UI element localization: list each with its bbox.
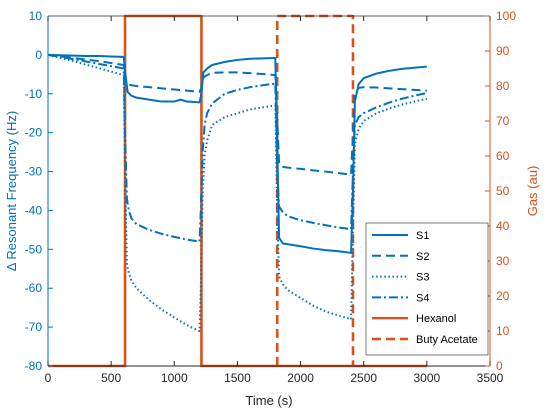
y-left-tick-label: -50: [25, 242, 43, 256]
y-right-tick-label: 70: [496, 114, 510, 128]
tick-labels-layer: 0 500 1000 1500 2000 2500 3000 3500100-10-20-30…: [25, 9, 517, 385]
x-tick-label: 500: [101, 371, 121, 385]
x-tick-label: 2500: [350, 371, 377, 385]
legend: S1 S2 S3 S4 Hexanol Buty Acetate: [365, 222, 489, 356]
y-left-tick-label: -70: [25, 320, 43, 334]
x-tick-label: 3500: [477, 371, 504, 385]
y-left-tick-label: -40: [25, 203, 43, 217]
sensor-series-layer: [47, 53, 428, 332]
axes-layer: [47, 15, 491, 367]
x-tick-label: 2000: [287, 371, 314, 385]
y-right-tick-label: 60: [496, 149, 510, 163]
series-line-s3: [47, 53, 428, 332]
y-right-tick-label: 0: [496, 359, 503, 373]
legend-label: Buty Acetate: [416, 334, 478, 346]
x-tick-label: 0: [45, 371, 52, 385]
y-right-tick-label: 10: [496, 324, 510, 338]
x-tick-label: 1000: [161, 371, 188, 385]
y-axis-left-label: Δ Resonant Frequency (Hz): [4, 111, 19, 271]
x-tick-label: 1500: [224, 371, 251, 385]
legend-label: Hexanol: [416, 313, 456, 325]
y-right-tick-label: 50: [496, 184, 510, 198]
y-left-tick-label: 0: [35, 48, 42, 62]
legend-label: S2: [416, 251, 429, 263]
y-left-tick-label: -30: [25, 165, 43, 179]
y-axis-right-label: Gas (au): [525, 166, 540, 217]
legend-label: S4: [416, 292, 429, 304]
y-left-tick-label: -10: [25, 87, 43, 101]
y-right-tick-label: 40: [496, 219, 510, 233]
y-right-tick-label: 90: [496, 44, 510, 58]
series-line-s2: [47, 53, 427, 176]
y-left-tick-label: -60: [25, 281, 43, 295]
y-left-tick-label: 10: [29, 9, 43, 23]
legend-label: S3: [416, 272, 429, 284]
x-tick-label: 3000: [414, 371, 441, 385]
y-left-tick-label: -80: [25, 359, 43, 373]
x-axis-label: Time (s): [245, 393, 292, 408]
y-right-tick-label: 100: [496, 9, 516, 23]
y-right-tick-label: 80: [496, 79, 510, 93]
legend-box: [365, 222, 489, 356]
y-left-tick-label: -20: [25, 126, 43, 140]
legend-label: S1: [416, 230, 429, 242]
y-right-tick-label: 20: [496, 289, 510, 303]
y-right-tick-label: 30: [496, 254, 510, 268]
